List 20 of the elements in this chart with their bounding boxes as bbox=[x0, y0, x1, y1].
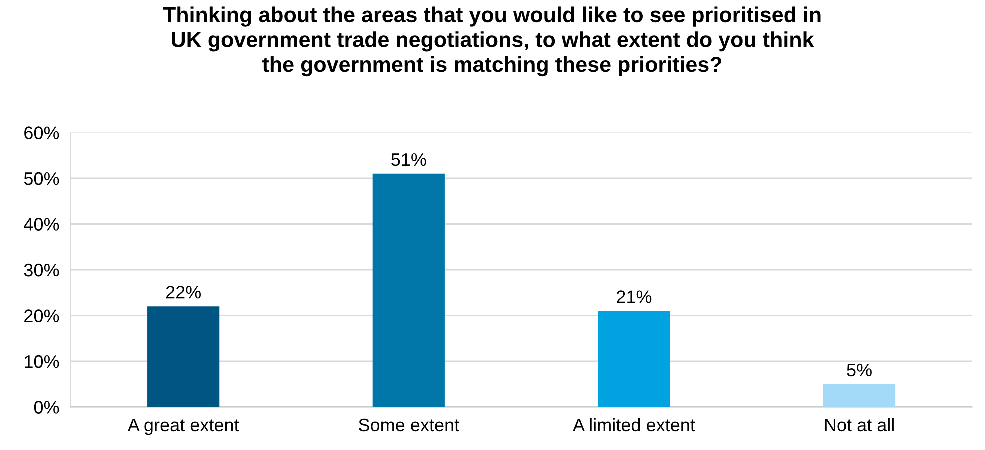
y-tick-label: 30% bbox=[24, 264, 60, 277]
x-tick-label: Some extent bbox=[359, 418, 460, 432]
x-tick-label: A great extent bbox=[128, 419, 240, 436]
y-tick-label: 10% bbox=[25, 355, 60, 368]
data-label: 5% bbox=[847, 364, 872, 377]
bar bbox=[823, 384, 896, 408]
y-tick-label: 20% bbox=[24, 310, 60, 322]
y-tick-label: 50% bbox=[24, 172, 60, 186]
x-tick-label: Not at all bbox=[825, 418, 894, 432]
y-tick-label: 40% bbox=[24, 218, 60, 231]
data-label: 22% bbox=[166, 286, 202, 299]
x-tick-label: A limited extent bbox=[573, 418, 696, 432]
data-label: 51% bbox=[392, 153, 426, 166]
bar bbox=[598, 311, 670, 408]
y-tick-label: 0% bbox=[34, 401, 60, 414]
chart-title: Thinking about the areas that you would like to see prioritised in UK government trade negotiations, to what extent do you think the government is matching these priorities? bbox=[163, 6, 821, 77]
y-tick-label: 60% bbox=[24, 126, 60, 140]
bar bbox=[372, 174, 445, 408]
bar bbox=[148, 306, 220, 408]
data-label: 21% bbox=[617, 290, 652, 304]
